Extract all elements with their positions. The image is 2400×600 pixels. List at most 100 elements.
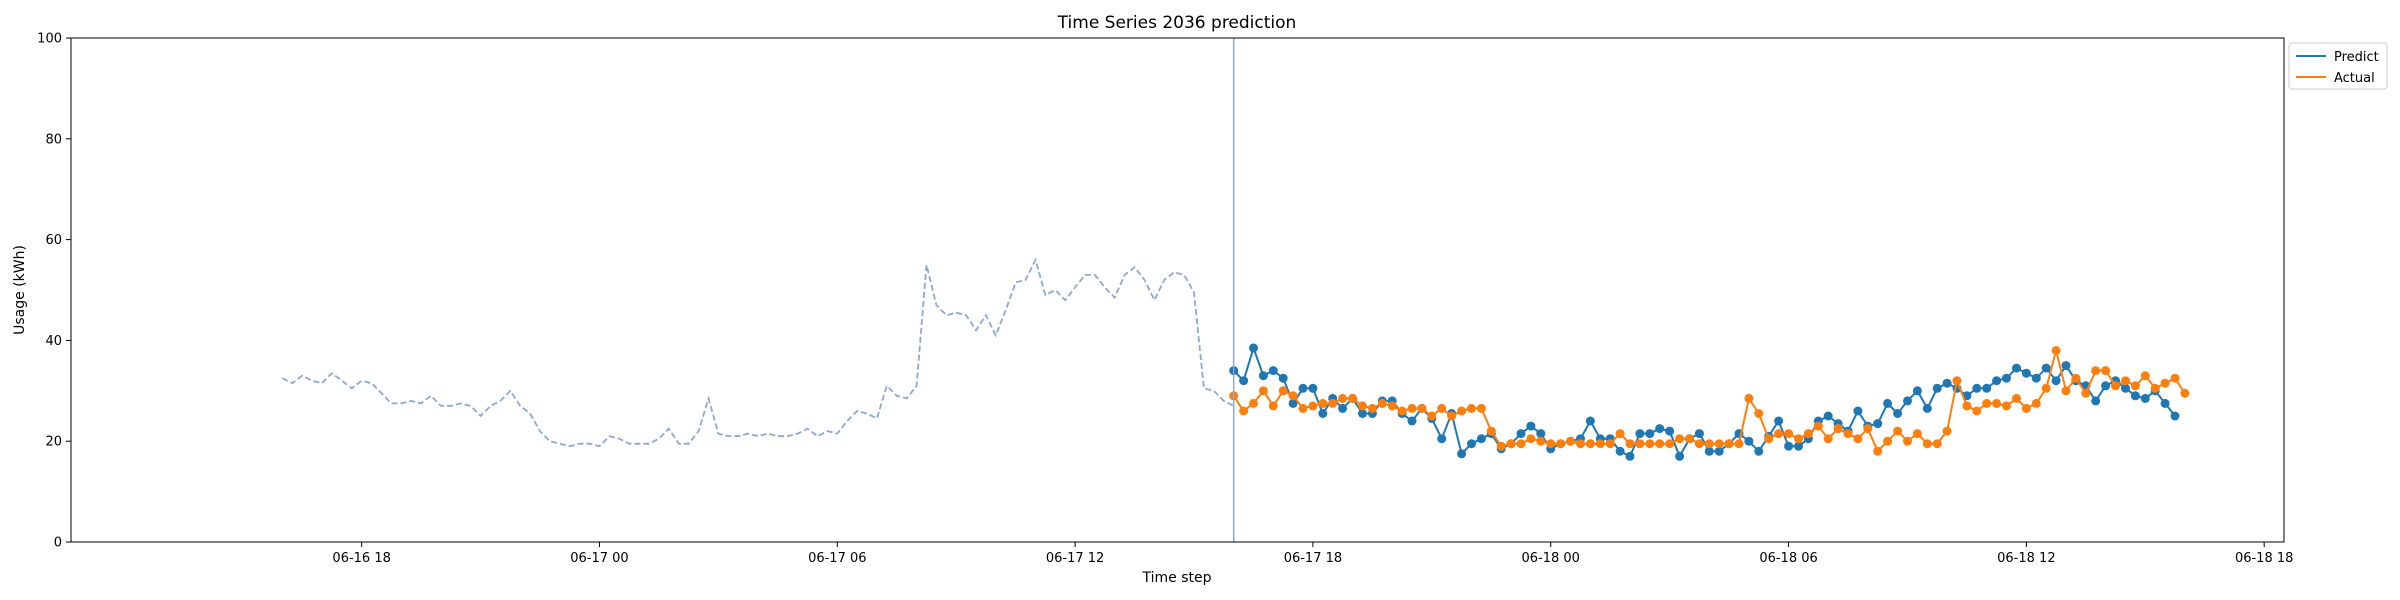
data-point-actual: [2180, 388, 2190, 398]
data-point-actual: [1952, 376, 1962, 386]
data-point-actual: [1932, 439, 1942, 449]
data-point-actual: [2091, 366, 2101, 376]
data-point-predict: [1358, 409, 1367, 418]
data-point-predict: [2170, 411, 2180, 421]
data-point-predict: [1744, 436, 1754, 446]
x-tick-label: 06-18 12: [1997, 551, 2055, 566]
data-point-actual: [1883, 436, 1893, 446]
x-tick-label: 06-17 06: [808, 551, 866, 566]
data-point-actual: [1942, 426, 1952, 436]
data-point-actual: [1992, 398, 2002, 408]
data-point-actual: [2160, 378, 2170, 388]
x-tick-label: 06-18 18: [2235, 551, 2293, 566]
data-point-predict: [1903, 396, 1912, 406]
data-point-actual: [1427, 411, 1437, 421]
data-point-actual: [1556, 439, 1566, 449]
data-point-actual: [1576, 439, 1585, 449]
data-point-predict: [1982, 383, 1992, 393]
data-point-predict: [2031, 373, 2041, 383]
data-point-predict: [1853, 406, 1863, 416]
data-point-predict: [1308, 383, 1318, 393]
data-point-actual: [2021, 403, 2031, 413]
data-point-actual: [1258, 386, 1268, 396]
data-point-predict: [1932, 383, 1942, 393]
data-point-actual: [1318, 398, 1328, 408]
data-point-actual: [1813, 421, 1823, 431]
data-point-predict: [1665, 426, 1675, 436]
data-point-actual: [1982, 398, 1992, 408]
data-point-predict: [1972, 383, 1982, 393]
data-point-predict: [1774, 416, 1784, 426]
data-point-actual: [1605, 439, 1615, 449]
data-point-predict: [1655, 424, 1665, 434]
x-tick-label: 06-18 00: [1522, 551, 1580, 566]
data-point-actual: [1546, 439, 1556, 449]
data-point-actual: [2051, 346, 2061, 355]
y-axis-label: Usage (kWh): [12, 245, 28, 335]
data-point-actual: [1734, 439, 1744, 449]
data-point-predict: [2130, 391, 2140, 401]
data-point-predict: [1298, 383, 1308, 393]
data-point-actual: [1249, 398, 1258, 408]
data-point-actual: [1724, 439, 1734, 449]
data-point-predict: [1338, 403, 1348, 413]
series-actual: [1229, 346, 2190, 456]
data-point-actual: [1585, 439, 1595, 449]
data-point-actual: [1417, 403, 1427, 413]
x-tick-label: 06-18 06: [1759, 551, 1817, 566]
data-point-actual: [2140, 371, 2150, 381]
data-point-predict: [2012, 363, 2021, 373]
data-point-predict: [1585, 416, 1595, 426]
data-point-predict: [1635, 429, 1645, 439]
data-point-actual: [1526, 434, 1536, 444]
data-point-actual: [1774, 429, 1784, 439]
data-point-actual: [1506, 439, 1516, 449]
data-point-actual: [2041, 383, 2051, 393]
data-point-predict: [2101, 381, 2111, 391]
data-point-predict: [1249, 343, 1258, 353]
data-point-actual: [1457, 406, 1467, 416]
data-point-actual: [1615, 429, 1625, 439]
data-point-predict: [1536, 429, 1546, 439]
data-point-actual: [1853, 434, 1863, 444]
data-point-predict: [2091, 396, 2101, 406]
data-point-predict: [1675, 451, 1685, 461]
data-point-predict: [1288, 398, 1298, 408]
y-tick-label: 100: [37, 32, 62, 47]
data-point-actual: [1288, 391, 1298, 401]
data-point-actual: [1367, 403, 1377, 413]
data-point-actual: [2061, 386, 2071, 396]
data-point-actual: [1407, 403, 1417, 413]
y-tick-label: 80: [45, 132, 62, 147]
data-point-actual: [1437, 403, 1447, 413]
data-point-actual: [1298, 403, 1308, 413]
data-point-predict: [1893, 409, 1903, 418]
data-point-actual: [2121, 376, 2130, 386]
data-point-actual: [1536, 436, 1546, 446]
data-point-actual: [1397, 406, 1407, 416]
history-line: [281, 257, 1235, 448]
data-point-actual: [2071, 373, 2081, 383]
data-point-actual: [2031, 398, 2041, 408]
x-tick-label: 06-17 00: [570, 551, 628, 566]
data-point-actual: [1328, 398, 1338, 408]
data-point-actual: [1833, 424, 1843, 434]
data-point-actual: [1675, 434, 1685, 444]
y-axis-ticks: 0 20 40 60 80 100: [37, 32, 71, 551]
data-point-predict: [1704, 446, 1714, 456]
data-point-actual: [1239, 406, 1249, 416]
data-point-actual: [1754, 409, 1764, 418]
data-point-predict: [1476, 434, 1486, 444]
data-point-actual: [1764, 434, 1774, 444]
data-point-predict: [1318, 409, 1328, 418]
data-point-actual: [1714, 439, 1724, 449]
data-point-actual: [1338, 393, 1348, 403]
data-point-actual: [1387, 401, 1397, 411]
data-point-predict: [2041, 363, 2051, 373]
data-point-predict: [1467, 439, 1476, 449]
data-point-predict: [1694, 429, 1704, 439]
data-point-predict: [1922, 403, 1932, 413]
chart-title: Time Series 2036 prediction: [1057, 13, 1297, 33]
data-point-actual: [2111, 381, 2120, 391]
